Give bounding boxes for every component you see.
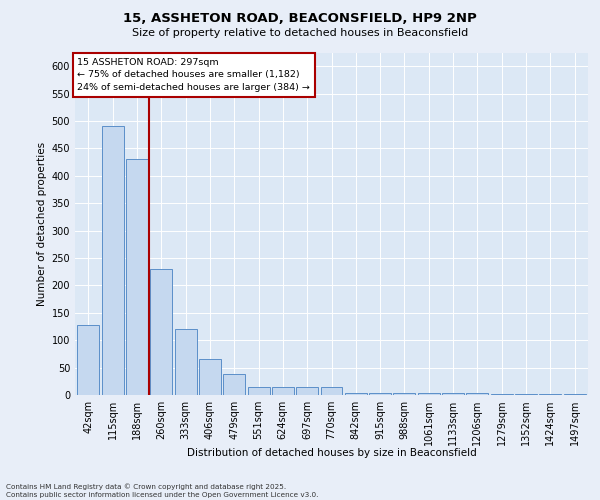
Bar — [539, 394, 561, 395]
Bar — [442, 393, 464, 395]
Bar — [248, 387, 269, 395]
Bar — [296, 387, 318, 395]
Bar — [491, 394, 512, 395]
Bar — [272, 387, 294, 395]
Bar — [466, 393, 488, 395]
Text: Size of property relative to detached houses in Beaconsfield: Size of property relative to detached ho… — [132, 28, 468, 38]
Bar — [320, 387, 343, 395]
Text: 15 ASSHETON ROAD: 297sqm
← 75% of detached houses are smaller (1,182)
24% of sem: 15 ASSHETON ROAD: 297sqm ← 75% of detach… — [77, 58, 310, 92]
Bar — [394, 393, 415, 395]
Bar — [199, 360, 221, 395]
Text: 15, ASSHETON ROAD, BEACONSFIELD, HP9 2NP: 15, ASSHETON ROAD, BEACONSFIELD, HP9 2NP — [123, 12, 477, 26]
Bar — [175, 329, 197, 395]
Bar — [369, 393, 391, 395]
Bar — [151, 269, 172, 395]
Y-axis label: Number of detached properties: Number of detached properties — [37, 142, 47, 306]
Bar — [223, 374, 245, 395]
Bar — [102, 126, 124, 395]
Bar — [418, 393, 440, 395]
Text: Contains HM Land Registry data © Crown copyright and database right 2025.
Contai: Contains HM Land Registry data © Crown c… — [6, 484, 319, 498]
Bar — [126, 160, 148, 395]
X-axis label: Distribution of detached houses by size in Beaconsfield: Distribution of detached houses by size … — [187, 448, 476, 458]
Bar — [77, 326, 100, 395]
Bar — [345, 393, 367, 395]
Bar — [515, 394, 537, 395]
Bar — [563, 394, 586, 395]
